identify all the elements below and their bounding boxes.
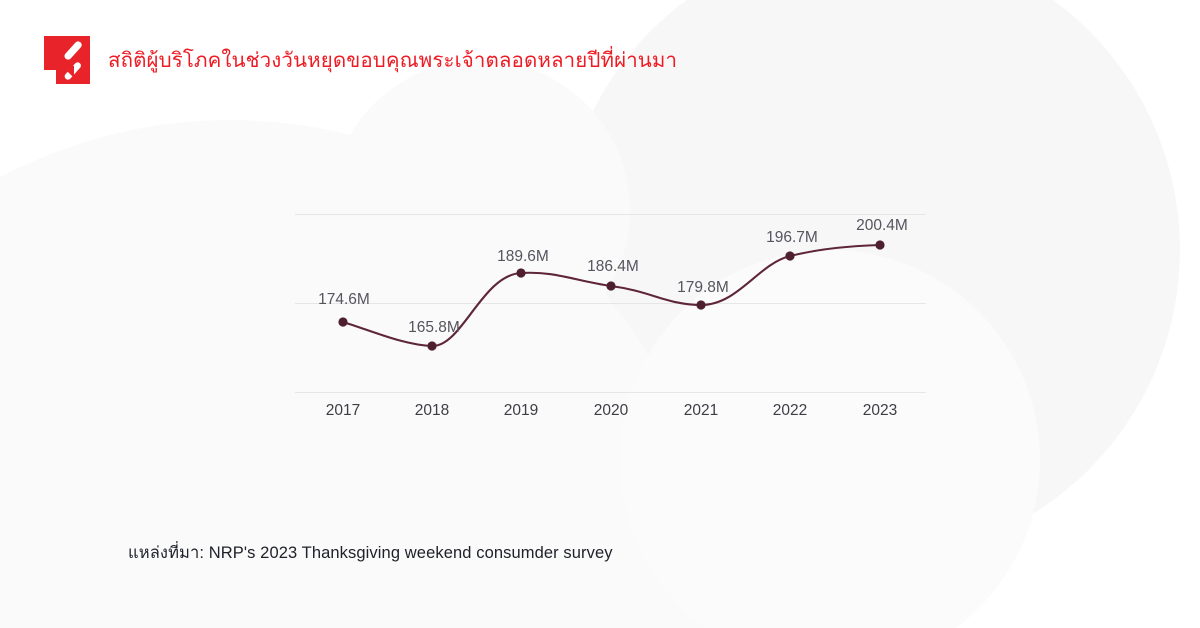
page-title: สถิติผู้บริโภคในช่วงวันหยุดขอบคุณพระเจ้า… bbox=[108, 48, 678, 72]
x-tick-2022: 2022 bbox=[773, 402, 807, 419]
chart-x-axis: 2017 2018 2019 2020 2021 2022 2023 bbox=[326, 402, 897, 419]
value-label-2018: 165.8M bbox=[408, 319, 460, 336]
value-label-2020: 186.4M bbox=[587, 258, 639, 275]
x-tick-2023: 2023 bbox=[863, 402, 897, 419]
x-tick-2021: 2021 bbox=[684, 402, 718, 419]
data-point-2021 bbox=[696, 300, 706, 310]
source-note: แหล่งที่มา: NRP's 2023 Thanksgiving week… bbox=[128, 544, 613, 562]
chart-value-labels: 174.6M 165.8M 189.6M 186.4M 179.8M 196.7… bbox=[318, 217, 908, 336]
x-tick-2017: 2017 bbox=[326, 402, 360, 419]
data-point-2022 bbox=[785, 251, 795, 261]
data-point-2023 bbox=[875, 240, 885, 250]
chart-gridlines bbox=[295, 214, 926, 393]
data-point-2018 bbox=[427, 341, 437, 351]
x-tick-2018: 2018 bbox=[415, 402, 449, 419]
x-tick-2019: 2019 bbox=[504, 402, 538, 419]
data-point-2017 bbox=[338, 317, 348, 327]
data-point-2019 bbox=[516, 268, 526, 278]
brand-logo-icon bbox=[44, 36, 90, 84]
value-label-2017: 174.6M bbox=[318, 291, 370, 308]
value-label-2019: 189.6M bbox=[497, 248, 549, 265]
value-label-2021: 179.8M bbox=[677, 279, 729, 296]
slide-header: สถิติผู้บริโภคในช่วงวันหยุดขอบคุณพระเจ้า… bbox=[44, 36, 677, 84]
data-point-2020 bbox=[606, 281, 616, 291]
value-label-2022: 196.7M bbox=[766, 229, 818, 246]
value-label-2023: 200.4M bbox=[856, 217, 908, 234]
x-tick-2020: 2020 bbox=[594, 402, 629, 419]
